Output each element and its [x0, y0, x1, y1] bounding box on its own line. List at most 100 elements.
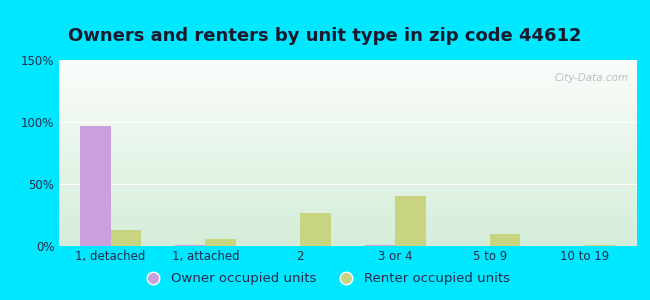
Bar — [58, 201, 637, 202]
Bar — [58, 98, 637, 99]
Bar — [58, 202, 637, 203]
Text: City-Data.com: City-Data.com — [554, 73, 629, 83]
Bar — [58, 86, 637, 87]
Bar — [58, 116, 637, 117]
Bar — [58, 205, 637, 206]
Bar — [58, 195, 637, 196]
Bar — [58, 82, 637, 83]
Bar — [395, 196, 426, 246]
Bar — [58, 210, 637, 211]
Bar — [58, 237, 637, 238]
Bar — [58, 150, 637, 151]
Bar — [365, 245, 395, 246]
Bar — [58, 232, 637, 233]
Bar — [58, 158, 637, 159]
Bar — [58, 141, 637, 142]
Bar — [58, 159, 637, 160]
Bar — [58, 174, 637, 175]
Bar — [58, 117, 637, 118]
Bar — [58, 215, 637, 216]
Bar — [58, 60, 637, 61]
Bar — [58, 198, 637, 199]
Bar — [58, 144, 637, 145]
Bar — [58, 160, 637, 161]
Bar — [58, 68, 637, 69]
Bar — [58, 231, 637, 232]
Bar — [58, 115, 637, 116]
Bar — [58, 200, 637, 201]
Bar — [58, 80, 637, 81]
Bar — [58, 118, 637, 119]
Bar — [58, 156, 637, 157]
Bar — [58, 196, 637, 197]
Bar — [58, 157, 637, 158]
Bar — [58, 204, 637, 205]
Bar — [58, 108, 637, 109]
Bar — [58, 228, 637, 229]
Bar — [58, 112, 637, 113]
Bar — [58, 111, 637, 112]
Bar — [58, 176, 637, 177]
Bar — [58, 192, 637, 193]
Bar — [58, 109, 637, 110]
Bar — [58, 123, 637, 124]
Bar — [58, 166, 637, 167]
Bar — [58, 122, 637, 123]
Bar — [58, 102, 637, 103]
Bar — [58, 63, 637, 64]
Bar — [58, 146, 637, 147]
Bar — [58, 118, 637, 119]
Bar — [58, 220, 637, 221]
Bar — [58, 185, 637, 187]
Bar — [58, 227, 637, 228]
Bar — [58, 168, 637, 169]
Bar — [58, 165, 637, 166]
Bar — [58, 139, 637, 140]
Bar — [58, 230, 637, 231]
Bar — [58, 67, 637, 68]
Bar — [58, 236, 637, 237]
Bar — [58, 152, 637, 153]
Bar — [58, 163, 637, 164]
Bar — [58, 211, 637, 212]
Bar — [58, 88, 637, 89]
Bar — [58, 85, 637, 86]
Bar — [58, 154, 637, 155]
Bar — [58, 138, 637, 139]
Bar — [58, 140, 637, 141]
Bar — [58, 164, 637, 165]
Bar — [58, 233, 637, 234]
Bar — [58, 61, 637, 62]
Bar — [58, 155, 637, 156]
Bar — [58, 147, 637, 148]
Bar — [111, 230, 141, 246]
Bar — [58, 95, 637, 96]
Bar — [58, 125, 637, 126]
Bar — [58, 241, 637, 242]
Bar — [58, 70, 637, 71]
Bar — [58, 173, 637, 174]
Bar — [58, 184, 637, 185]
Bar — [58, 96, 637, 97]
Bar — [58, 223, 637, 224]
Bar — [58, 190, 637, 191]
Bar — [81, 126, 110, 246]
Bar — [58, 151, 637, 152]
Bar — [58, 64, 637, 66]
Bar — [58, 214, 637, 215]
Bar — [58, 104, 637, 105]
Bar — [58, 182, 637, 183]
Bar — [58, 171, 637, 172]
Bar — [205, 238, 236, 246]
Bar — [58, 218, 637, 219]
Bar — [58, 153, 637, 154]
Bar — [58, 101, 637, 102]
Bar — [58, 99, 637, 100]
Bar — [58, 77, 637, 78]
Bar — [585, 245, 615, 246]
Bar — [58, 128, 637, 129]
Bar — [58, 160, 637, 161]
Bar — [58, 167, 637, 168]
Bar — [58, 183, 637, 184]
Bar — [58, 143, 637, 144]
